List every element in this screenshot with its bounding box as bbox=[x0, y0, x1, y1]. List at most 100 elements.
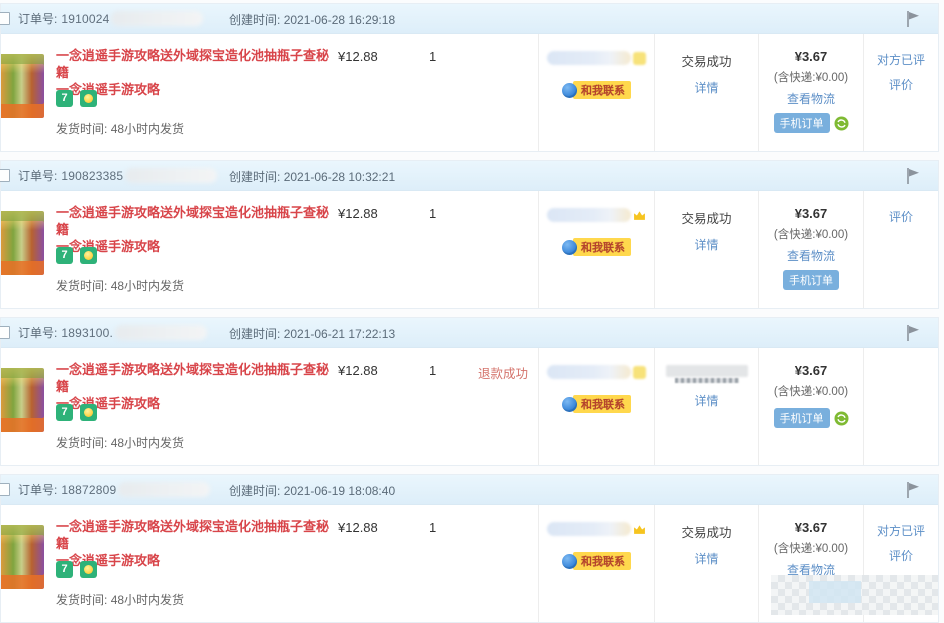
order-number-masked bbox=[115, 325, 207, 340]
ship-time-label: 发货时间: bbox=[56, 593, 108, 607]
detail-link[interactable]: 详情 bbox=[694, 552, 719, 566]
order-card: 订单号: 18872809 创建时间: 2021-06-19 18:08:40 … bbox=[0, 474, 939, 623]
product-title-line2[interactable]: 一念逍遥手游攻略 bbox=[56, 239, 161, 254]
mobile-order-badge[interactable]: 手机订单 bbox=[783, 270, 839, 290]
status-column: 交易成功 详情 bbox=[654, 34, 758, 151]
detail-link[interactable]: 详情 bbox=[694, 238, 719, 252]
detail-link[interactable]: 详情 bbox=[694, 81, 719, 95]
contact-seller-button[interactable]: 和我联系 bbox=[562, 395, 631, 413]
view-logistics-link[interactable]: 查看物流 bbox=[786, 92, 835, 106]
status-column: 详情 bbox=[654, 348, 758, 465]
unit-price: ¥12.88 bbox=[338, 206, 378, 221]
order-checkbox[interactable] bbox=[0, 326, 10, 339]
seven-day-badge: 7 bbox=[56, 90, 73, 107]
mobile-order-badge[interactable]: 手机订单 bbox=[773, 408, 830, 428]
quantity: 1 bbox=[429, 49, 437, 64]
guarantee-flower-icon bbox=[80, 404, 97, 421]
wangwang-icon bbox=[562, 396, 577, 412]
quantity: 1 bbox=[429, 206, 437, 221]
created-time-label: 创建时间: bbox=[229, 170, 281, 184]
ship-time-label: 发货时间: bbox=[56, 122, 108, 136]
quantity: 1 bbox=[429, 363, 437, 378]
shipping-note: (含快递:¥0.00) bbox=[773, 72, 849, 84]
seven-day-badge: 7 bbox=[56, 247, 73, 264]
status-column: 交易成功 详情 bbox=[654, 505, 758, 622]
product-title-line2[interactable]: 一念逍遥手游攻略 bbox=[56, 553, 161, 568]
product-title-line2[interactable]: 一念逍遥手游攻略 bbox=[56, 396, 161, 411]
detail-link[interactable]: 详情 bbox=[694, 394, 719, 408]
ship-time-label: 发货时间: bbox=[56, 436, 108, 450]
order-amount: ¥3.67 bbox=[794, 49, 828, 64]
status-masked bbox=[665, 365, 748, 377]
order-checkbox[interactable] bbox=[0, 12, 10, 25]
contact-seller-button[interactable]: 和我联系 bbox=[562, 238, 631, 256]
wangwang-icon bbox=[562, 239, 577, 255]
buyer-name-masked bbox=[547, 51, 631, 65]
unit-price: ¥12.88 bbox=[338, 520, 378, 535]
order-checkbox[interactable] bbox=[0, 169, 10, 182]
unit-price: ¥12.88 bbox=[338, 49, 378, 64]
product-title-line1[interactable]: 一念逍遥手游攻略送外域探宝造化池抽瓶子查秘籍 bbox=[56, 362, 330, 394]
product-title-line1[interactable]: 一念逍遥手游攻略送外域探宝造化池抽瓶子查秘籍 bbox=[56, 205, 330, 237]
product-title-line1[interactable]: 一念逍遥手游攻略送外域探宝造化池抽瓶子查秘籍 bbox=[56, 48, 330, 80]
product-title[interactable]: 一念逍遥手游攻略送外域探宝造化池抽瓶子查秘籍 一念逍遥手游攻略 bbox=[56, 518, 336, 569]
product-badges: 7 bbox=[56, 90, 97, 107]
order-body: 一念逍遥手游攻略送外域探宝造化池抽瓶子查秘籍 一念逍遥手游攻略 7 发货时间: … bbox=[1, 34, 938, 151]
product-title[interactable]: 一念逍遥手游攻略送外域探宝造化池抽瓶子查秘籍 一念逍遥手游攻略 bbox=[56, 204, 336, 255]
ship-time: 发货时间: 48小时内发货 bbox=[56, 277, 184, 294]
buyer-name-masked bbox=[547, 365, 631, 379]
product-title[interactable]: 一念逍遥手游攻略送外域探宝造化池抽瓶子查秘籍 一念逍遥手游攻略 bbox=[56, 361, 336, 412]
product-thumbnail[interactable] bbox=[1, 368, 44, 432]
product-title[interactable]: 一念逍遥手游攻略送外域探宝造化池抽瓶子查秘籍 一念逍遥手游攻略 bbox=[56, 47, 336, 98]
amount-column: ¥3.67 (含快递:¥0.00) 查看物流 手机订单 bbox=[758, 191, 863, 308]
ship-time-label: 发货时间: bbox=[56, 279, 108, 293]
guarantee-flower-icon bbox=[80, 561, 97, 578]
ship-time-value: 48小时内发货 bbox=[110, 593, 185, 607]
shipping-note: (含快递:¥0.00) bbox=[773, 386, 849, 398]
order-number-value: 1893100. bbox=[61, 325, 113, 340]
order-checkbox[interactable] bbox=[0, 483, 10, 496]
created-time-value: 2021-06-28 16:29:18 bbox=[283, 13, 396, 27]
quantity: 1 bbox=[429, 520, 437, 535]
mobile-order-badge[interactable]: 手机订单 bbox=[773, 113, 830, 133]
contact-seller-button[interactable]: 和我联系 bbox=[562, 81, 631, 99]
status-masked-marks bbox=[674, 378, 739, 383]
product-thumbnail[interactable] bbox=[1, 211, 44, 275]
buyer-crown-icon bbox=[634, 524, 645, 534]
shipping-note: (含快递:¥0.00) bbox=[773, 229, 849, 241]
created-time-label: 创建时间: bbox=[229, 13, 281, 27]
contact-label: 和我联系 bbox=[573, 81, 631, 99]
contact-label: 和我联系 bbox=[573, 395, 631, 413]
created-time-value: 2021-06-28 10:32:21 bbox=[283, 170, 396, 184]
ship-time: 发货时间: 48小时内发货 bbox=[56, 434, 184, 451]
rate-link[interactable]: 评价 bbox=[888, 549, 913, 563]
created-time: 创建时间: 2021-06-28 10:32:21 bbox=[229, 168, 395, 185]
view-logistics-link[interactable]: 查看物流 bbox=[786, 249, 835, 263]
order-header: 订单号: 190823385 创建时间: 2021-06-28 10:32:21 bbox=[0, 161, 938, 191]
order-amount: ¥3.67 bbox=[794, 206, 828, 221]
refund-status: 退款成功 bbox=[478, 367, 529, 381]
created-time-label: 创建时间: bbox=[229, 327, 281, 341]
product-thumbnail[interactable] bbox=[1, 54, 44, 118]
product-title-line1[interactable]: 一念逍遥手游攻略送外域探宝造化池抽瓶子查秘籍 bbox=[56, 519, 330, 551]
buyer-crown-icon bbox=[634, 210, 645, 220]
guarantee-flower-icon bbox=[80, 90, 97, 107]
buyer-column: 和我联系 bbox=[538, 191, 654, 308]
flag-icon[interactable] bbox=[902, 165, 924, 187]
created-time: 创建时间: 2021-06-21 17:22:13 bbox=[229, 325, 395, 342]
flag-icon[interactable] bbox=[902, 8, 924, 30]
order-body: 一念逍遥手游攻略送外域探宝造化池抽瓶子查秘籍 一念逍遥手游攻略 7 发货时间: … bbox=[1, 505, 938, 622]
order-number-label: 订单号: bbox=[18, 12, 58, 26]
seven-day-badge: 7 bbox=[56, 404, 73, 421]
rate-link[interactable]: 评价 bbox=[888, 78, 913, 92]
order-number-masked bbox=[118, 482, 211, 497]
product-title-line2[interactable]: 一念逍遥手游攻略 bbox=[56, 82, 161, 97]
contact-seller-button[interactable]: 和我联系 bbox=[562, 552, 631, 570]
amount-column: ¥3.67 (含快递:¥0.00) 查看物流 手机订单 bbox=[758, 34, 863, 151]
view-logistics-link[interactable]: 查看物流 bbox=[786, 563, 835, 577]
product-thumbnail[interactable] bbox=[1, 525, 44, 589]
rate-link[interactable]: 评价 bbox=[888, 210, 913, 224]
flag-icon[interactable] bbox=[902, 322, 924, 344]
order-number-label: 订单号: bbox=[18, 326, 58, 340]
flag-icon[interactable] bbox=[902, 479, 924, 501]
